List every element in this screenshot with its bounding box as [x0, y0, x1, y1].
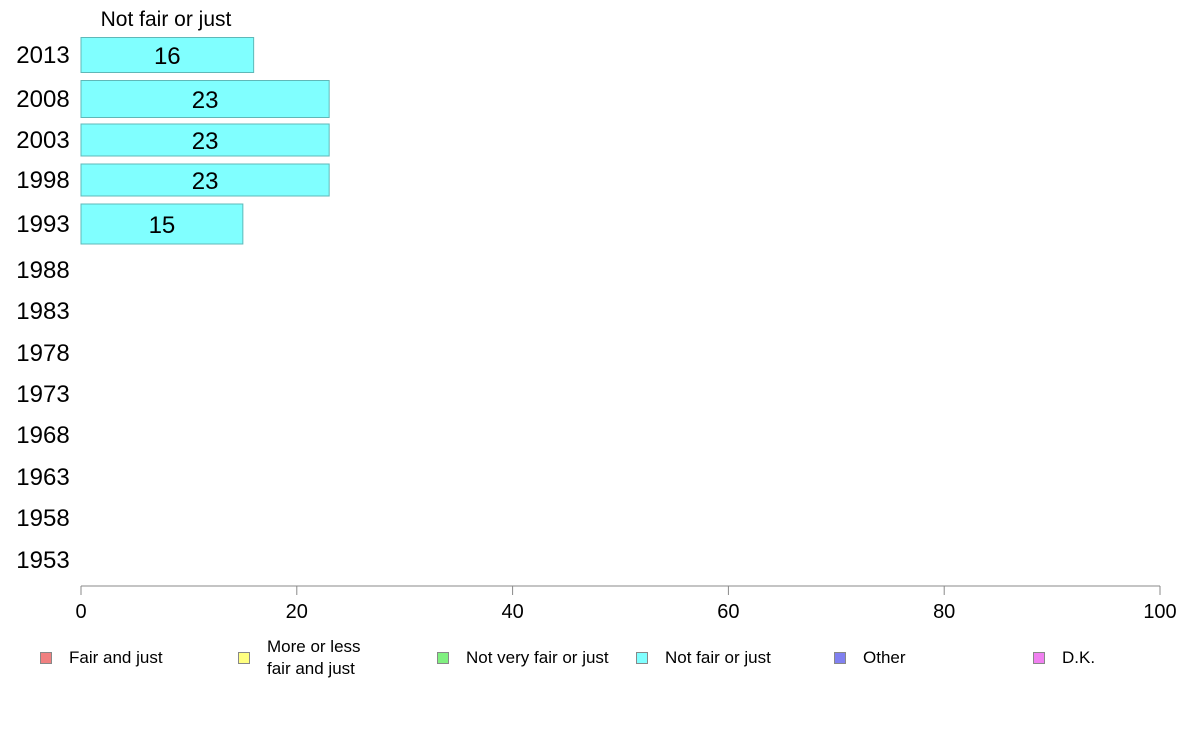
legend-swatch	[40, 652, 52, 664]
year-label-1968: 1968	[16, 422, 69, 449]
legend-label: D.K.	[1062, 648, 1096, 667]
year-label-2008: 2008	[16, 86, 69, 113]
legend-item-5: D.K.	[1033, 636, 1188, 680]
year-label-2003: 2003	[16, 127, 69, 154]
x-tick-label-60: 60	[717, 601, 739, 623]
legend-label: Not fair or just	[665, 648, 771, 667]
x-tick-label-40: 40	[501, 601, 523, 623]
bar-2003	[80, 123, 330, 157]
legend-swatch	[636, 652, 648, 664]
x-tick-label-0: 0	[75, 601, 86, 623]
bar-chart: Not fair or just 16 23 23 23 15 2013 2008 2003…	[16, 8, 1176, 623]
legend-swatch	[834, 652, 846, 664]
bar-2008	[80, 80, 330, 118]
bar-value-label-1993: 15	[149, 212, 176, 239]
year-label-1963: 1963	[16, 464, 69, 491]
year-label-1978: 1978	[16, 340, 69, 367]
x-tick-label-80: 80	[933, 601, 955, 623]
legend-swatch	[437, 652, 449, 664]
legend-swatch	[238, 652, 250, 664]
bar-1998	[80, 163, 330, 197]
legend-label: More or less fair and just	[267, 637, 361, 678]
year-label-1983: 1983	[16, 298, 69, 325]
bar-value-label-1998: 23	[192, 168, 219, 195]
bar-value-label-2003: 23	[192, 128, 219, 155]
column-header: Not fair or just	[101, 8, 232, 31]
legend-label: Other	[863, 648, 906, 667]
year-label-1973: 1973	[16, 381, 69, 408]
year-label-1998: 1998	[16, 167, 69, 194]
x-tick-label-100: 100	[1143, 601, 1176, 623]
legend-label: Fair and just	[69, 648, 163, 667]
legend-label: Not very fair or just	[466, 648, 609, 667]
legend-item-0: Fair and just	[40, 636, 200, 680]
legend-item-3: Not fair or just	[636, 636, 796, 680]
bar-2013	[80, 37, 255, 73]
bar-value-label-2008: 23	[192, 87, 219, 114]
legend-item-2: Not very fair or just	[437, 636, 627, 680]
year-label-1953: 1953	[16, 547, 69, 574]
year-label-1988: 1988	[16, 257, 69, 284]
bar-value-label-2013: 16	[154, 43, 181, 70]
legend-swatch	[1033, 652, 1045, 664]
bar-1993	[80, 203, 244, 245]
year-label-1993: 1993	[16, 211, 69, 238]
chart-legend: Fair and just More or less fair and just N…	[0, 636, 1188, 680]
x-tick-label-20: 20	[286, 601, 308, 623]
legend-item-1: More or less fair and just	[238, 636, 398, 680]
year-label-2013: 2013	[16, 42, 69, 69]
legend-item-4: Other	[834, 636, 994, 680]
year-label-1958: 1958	[16, 505, 69, 532]
